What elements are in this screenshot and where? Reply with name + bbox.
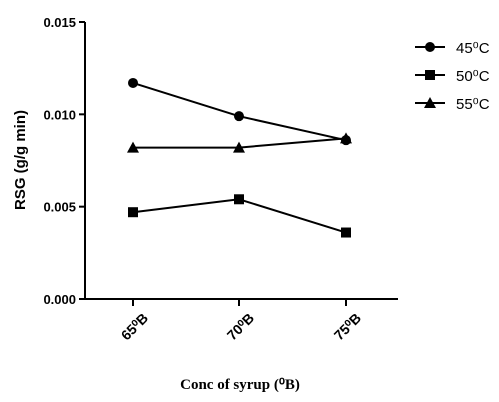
data-point-square [341, 227, 351, 238]
y-ticks: 0.000 0.005 0.010 0.015 [43, 15, 85, 307]
data-point-triangle [340, 132, 352, 144]
y-axis-label: RSG (g/g min) [12, 110, 29, 210]
data-point-circle [128, 77, 138, 88]
y-tick-label: 0.000 [43, 292, 76, 307]
x-tick-label: 75⁰B [331, 310, 364, 343]
legend-label: 55⁰C [456, 96, 490, 113]
legend-marker-triangle [424, 97, 436, 108]
legend-marker-square [425, 70, 435, 80]
x-tick-label: 70⁰B [224, 310, 257, 343]
x-tick-label: 65⁰B [118, 310, 151, 343]
series-lines [132, 81, 347, 234]
data-point-triangle [127, 141, 139, 153]
x-ticks: 65⁰B 70⁰B 75⁰B [118, 299, 364, 343]
legend-label: 50⁰C [456, 68, 490, 85]
data-point-triangle [233, 141, 245, 153]
legend: 45⁰C 50⁰C 55⁰C [415, 40, 490, 113]
y-tick-label: 0.005 [43, 200, 76, 215]
legend-marker-circle [425, 42, 435, 52]
y-tick-label: 0.015 [43, 15, 76, 30]
data-point-circle [234, 111, 244, 122]
data-point-square [234, 194, 244, 205]
legend-label: 45⁰C [456, 40, 490, 57]
x-axis-label: Conc of syrup (⁰B) [180, 377, 300, 393]
y-tick-label: 0.010 [43, 107, 76, 122]
series-markers [127, 77, 352, 238]
data-point-square [128, 207, 138, 218]
